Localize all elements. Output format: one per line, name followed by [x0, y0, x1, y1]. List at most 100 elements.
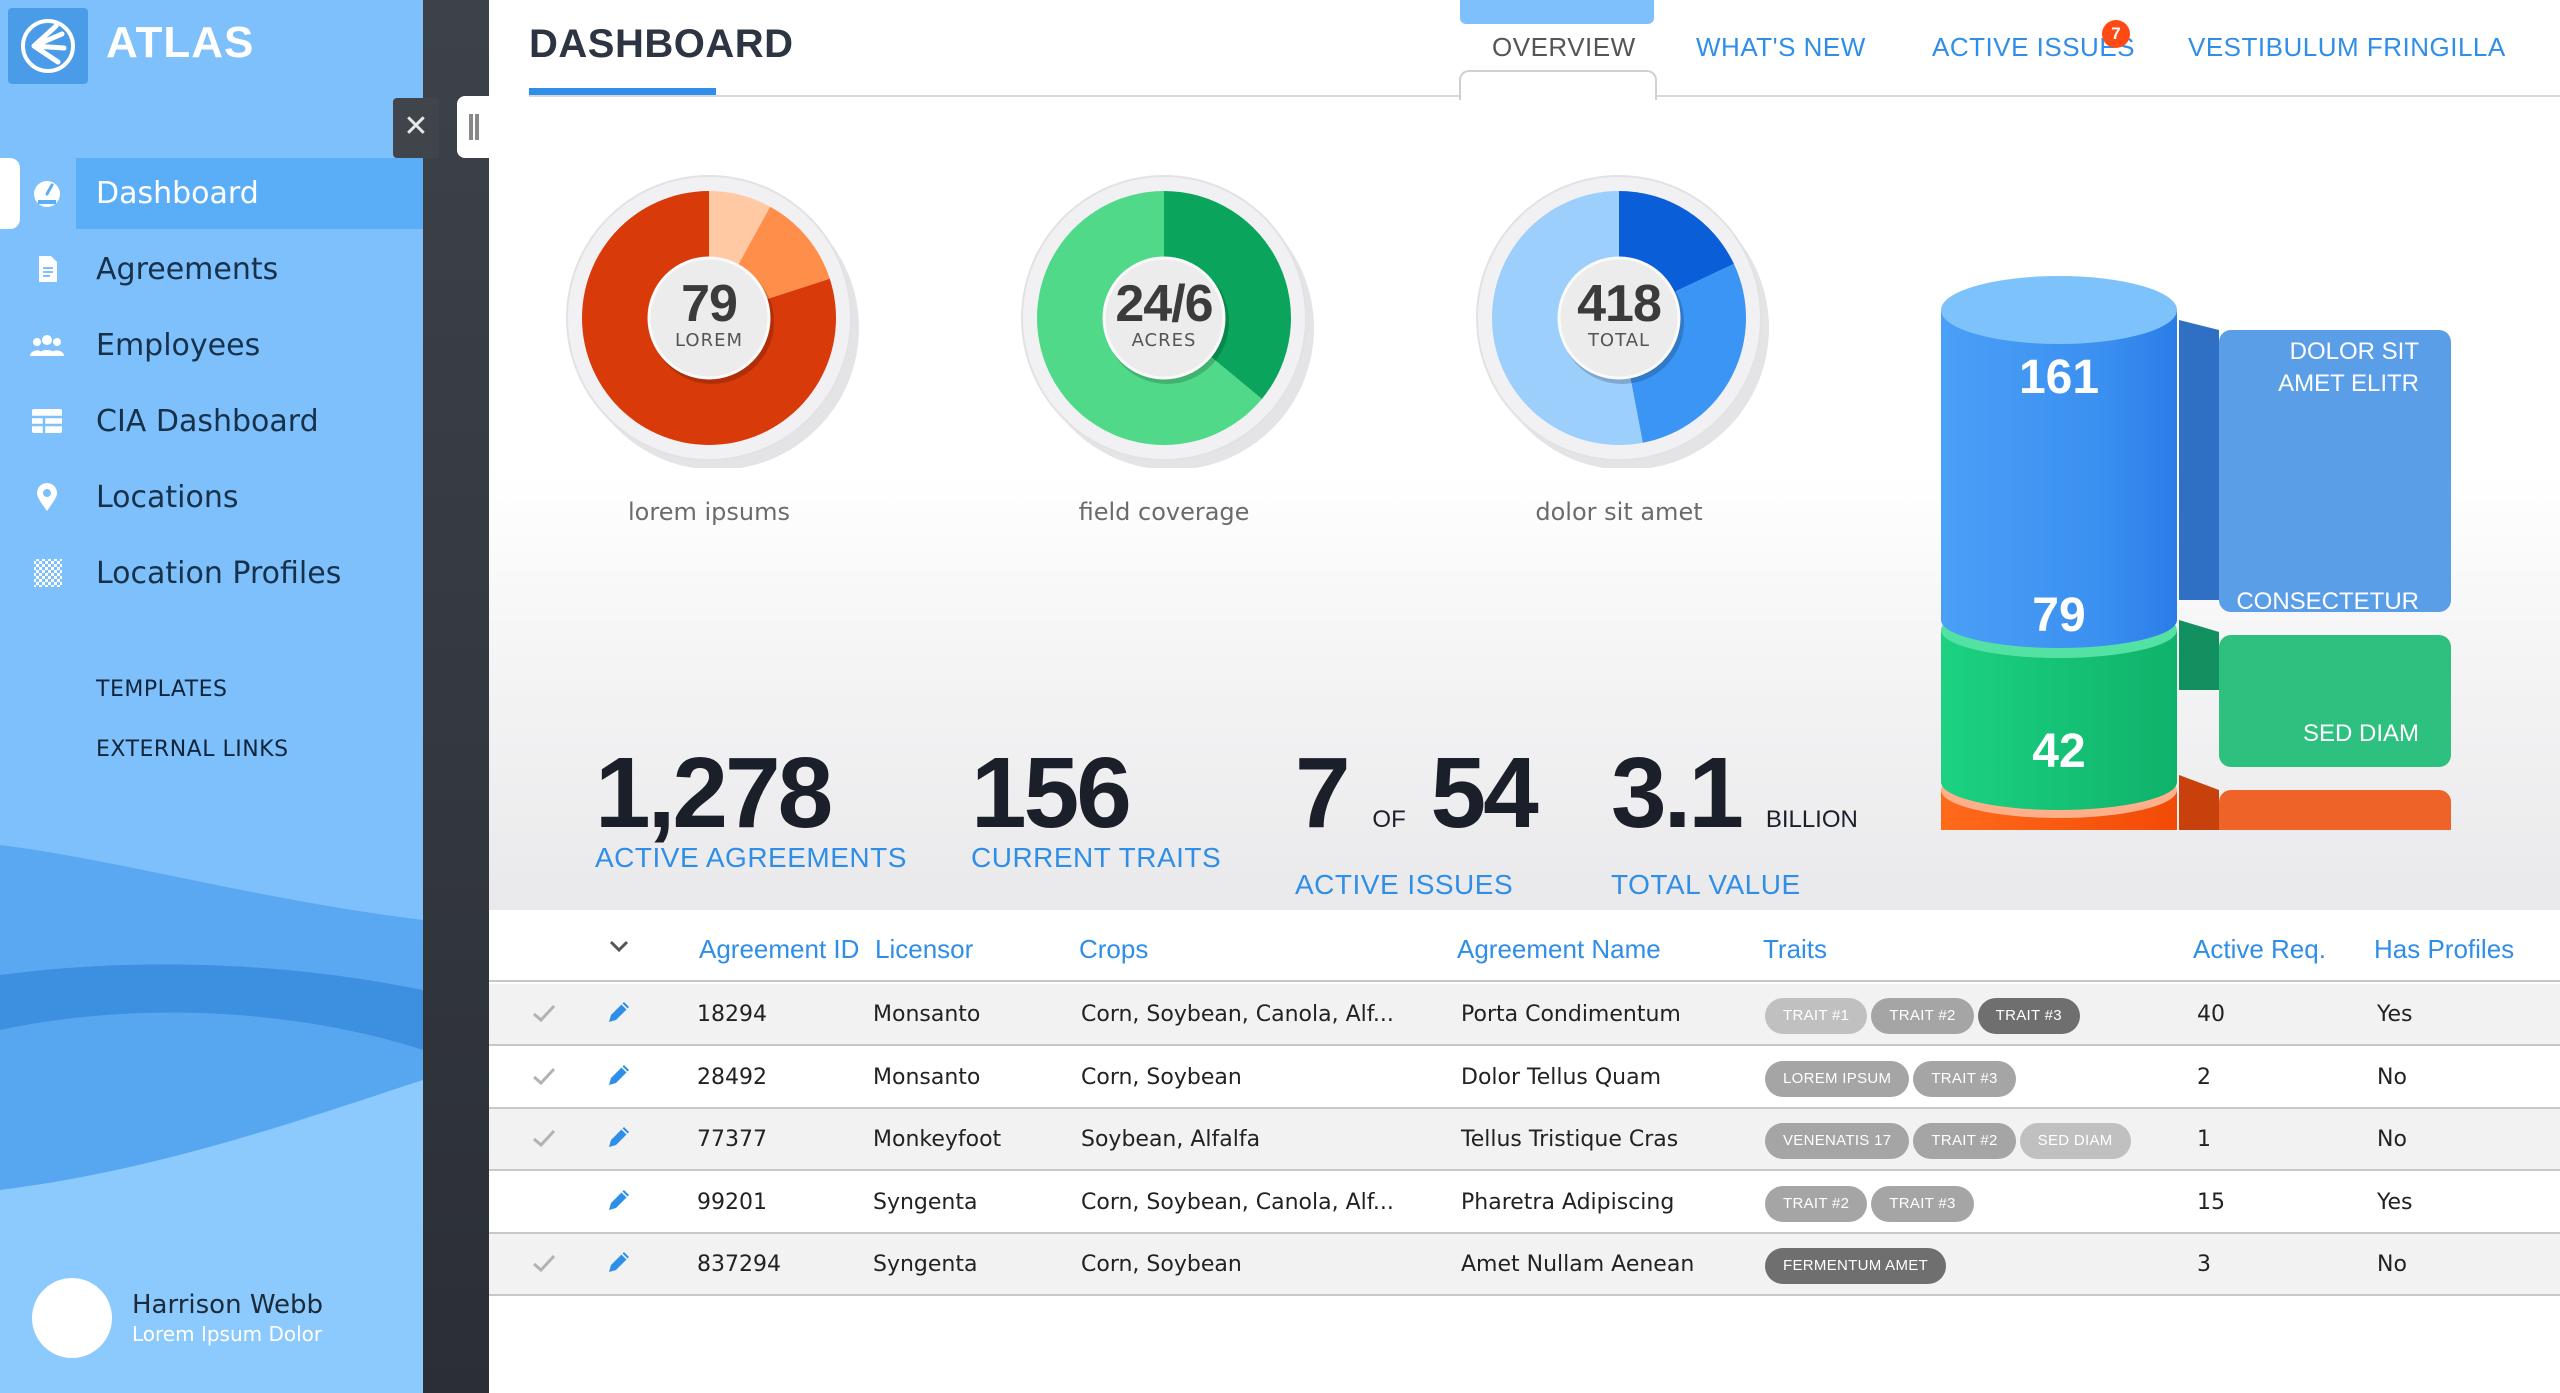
stat-value-main: 3.1: [1611, 737, 1744, 849]
sidebar-item-employees[interactable]: Employees: [0, 310, 423, 381]
trait-pill[interactable]: TRAIT #2: [1913, 1123, 2016, 1159]
atlas-logo[interactable]: [8, 8, 88, 84]
stat-active-issues: 7 OF 54 ACTIVE ISSUES: [1295, 743, 1539, 901]
donut-hub: [647, 256, 771, 380]
trait-pill[interactable]: TRAIT #2: [1871, 998, 1974, 1034]
templates-link[interactable]: TEMPLATES: [96, 677, 228, 702]
pencil-edit-icon[interactable]: [605, 1123, 633, 1151]
tab-active-issues[interactable]: ACTIVE ISSUES: [1932, 32, 2135, 62]
table-row[interactable]: 18294 Monsanto Corn, Soybean, Canola, Alf.…: [489, 984, 2560, 1046]
column-header-traits[interactable]: Traits: [1763, 934, 1828, 964]
handle-bar: [475, 114, 479, 140]
connector-79: [2179, 620, 2219, 690]
donut-caption: field coverage: [1078, 498, 1250, 526]
label-box-42: [2219, 790, 2451, 830]
stat-active-agreements: 1,278 ACTIVE AGREEMENTS: [595, 743, 907, 874]
trait-pill[interactable]: TRAIT #3: [1913, 1060, 2016, 1097]
donut-segment: [1164, 191, 1291, 399]
stack-label-line: AMET ELITR: [2278, 370, 2419, 397]
stack-value-161: 161: [2018, 351, 2100, 404]
trait-pill[interactable]: TRAIT #3: [1871, 1185, 1974, 1222]
cell-agreement-id: 18294: [697, 1002, 767, 1027]
checkmark-icon[interactable]: [531, 1127, 557, 1149]
cell-has-profiles: Yes: [2377, 1189, 2413, 1215]
external-links-link[interactable]: EXTERNAL LINKS: [96, 737, 289, 762]
trait-pill[interactable]: FERMENTUM AMET: [1765, 1248, 1947, 1284]
sidebar-item-label: CIA Dashboard: [96, 404, 319, 439]
user-name: Harrison Webb: [132, 1290, 324, 1320]
cell-crops: Corn, Soybean, Canola, Alf...: [1081, 1002, 1394, 1027]
active-tab-frame: [1459, 70, 1657, 100]
column-header-agreement-id[interactable]: Agreement ID: [699, 934, 860, 964]
pencil-edit-icon[interactable]: [605, 1186, 633, 1214]
column-header-licensor[interactable]: Licensor: [875, 934, 974, 964]
cell-licensor: Syngenta: [873, 1252, 978, 1277]
chevron-down-icon[interactable]: [607, 936, 631, 956]
trait-pill[interactable]: TRAIT #2: [1765, 1185, 1868, 1222]
map-pin-icon: [37, 483, 57, 511]
donut-value: 79: [681, 275, 738, 333]
pencil-edit-icon[interactable]: [605, 998, 633, 1026]
checkmark-icon[interactable]: [531, 1065, 557, 1087]
stack-label-line: SED DIAM: [2302, 720, 2419, 747]
cell-crops: Soybean, Alfalfa: [1081, 1127, 1261, 1152]
sidebar-item-label: Locations: [96, 480, 239, 515]
top-header: DASHBOARD OVERVIEW WHAT'S NEW ACTIVE ISS…: [489, 0, 2560, 100]
column-header-agreement-name[interactable]: Agreement Name: [1457, 934, 1661, 964]
traits-pills: LOREM IPSUM TRAIT #3: [1765, 1060, 2020, 1097]
trait-pill[interactable]: SED DIAM: [2019, 1123, 2131, 1159]
table-row[interactable]: 837294 Syngenta Corn, Soybean Amet Nullam A…: [489, 1234, 2560, 1296]
traits-pills: FERMENTUM AMET: [1765, 1248, 1950, 1284]
collapse-handle[interactable]: [457, 96, 489, 158]
trait-pill[interactable]: LOREM IPSUM: [1765, 1060, 1910, 1097]
donut-hub: [1102, 256, 1226, 380]
stacked-cylinder-chart: [1941, 276, 2451, 830]
sidebar-item-label: Dashboard: [96, 176, 259, 211]
column-header-crops[interactable]: Crops: [1079, 934, 1149, 964]
donut-caption: dolor sit amet: [1535, 498, 1703, 526]
avatar[interactable]: [32, 1278, 112, 1358]
active-issues-badge: 7: [2102, 20, 2130, 48]
trait-pill[interactable]: VENENATIS 17: [1765, 1123, 1910, 1159]
traits-pills: TRAIT #1 TRAIT #2 TRAIT #3: [1765, 998, 2084, 1034]
table-row[interactable]: 77377 Monkeyfoot Soybean, Alfalfa Tellus Tr…: [489, 1109, 2560, 1171]
active-marker: [0, 158, 20, 229]
checker-pattern-icon: [34, 559, 62, 587]
stack-value-79: 79: [2032, 589, 2086, 642]
sidebar-item-agreements[interactable]: Agreements: [0, 234, 423, 305]
close-sidebar-button[interactable]: ✕: [393, 98, 439, 158]
donut-chart-acres: 24/6 ACRES: [1014, 168, 1314, 468]
sidebar-sub-links: TEMPLATES EXTERNAL LINKS: [96, 670, 289, 790]
user-profile[interactable]: Harrison Webb Lorem Ipsum Dolor: [32, 1278, 412, 1358]
tab-whats-new[interactable]: WHAT'S NEW: [1696, 32, 1866, 62]
checkmark-icon[interactable]: [531, 1002, 557, 1024]
stack-label-79: CONSECTETUR: [2229, 586, 2419, 618]
table-row[interactable]: 28492 Monsanto Corn, Soybean Dolor Tellus Q…: [489, 1046, 2560, 1109]
donut-center: 79 LOREM: [653, 262, 765, 374]
sidebar-divider: [423, 0, 489, 1393]
stat-label: ACTIVE AGREEMENTS: [595, 842, 907, 873]
table-row[interactable]: 99201 Syngenta Corn, Soybean, Canola, Alf.…: [489, 1171, 2560, 1234]
title-underline: [529, 88, 716, 95]
column-header-has-profiles[interactable]: Has Profiles: [2374, 934, 2515, 964]
trait-pill[interactable]: TRAIT #3: [1977, 998, 2080, 1034]
trait-pill[interactable]: TRAIT #1: [1765, 998, 1868, 1034]
atlas-logo-icon: [21, 19, 75, 73]
tab-overview[interactable]: OVERVIEW: [1492, 32, 1636, 62]
sidebar-nav: Dashboard Agreements Employees CIA Dashb…: [0, 158, 423, 614]
cell-agreement-id: 77377: [697, 1127, 767, 1152]
pencil-edit-icon[interactable]: [605, 1061, 633, 1089]
cylinder-segment-161: [1941, 310, 2177, 648]
sidebar-item-location-profiles[interactable]: Location Profiles: [0, 538, 423, 609]
sidebar-item-cia-dashboard[interactable]: CIA Dashboard: [0, 386, 423, 457]
pencil-edit-icon[interactable]: [605, 1248, 633, 1276]
checkmark-icon[interactable]: [531, 1252, 557, 1274]
sidebar-item-label: Location Profiles: [96, 556, 342, 591]
cell-active-req: 2: [2197, 1064, 2211, 1090]
tab-vestibulum-fringilla[interactable]: VESTIBULUM FRINGILLA: [2188, 32, 2506, 62]
sidebar-item-dashboard[interactable]: Dashboard: [0, 158, 423, 229]
cell-licensor: Monkeyfoot: [873, 1127, 1002, 1152]
label-box-161: [2219, 330, 2451, 612]
sidebar-item-locations[interactable]: Locations: [0, 462, 423, 533]
column-header-active-req[interactable]: Active Req.: [2193, 934, 2326, 964]
